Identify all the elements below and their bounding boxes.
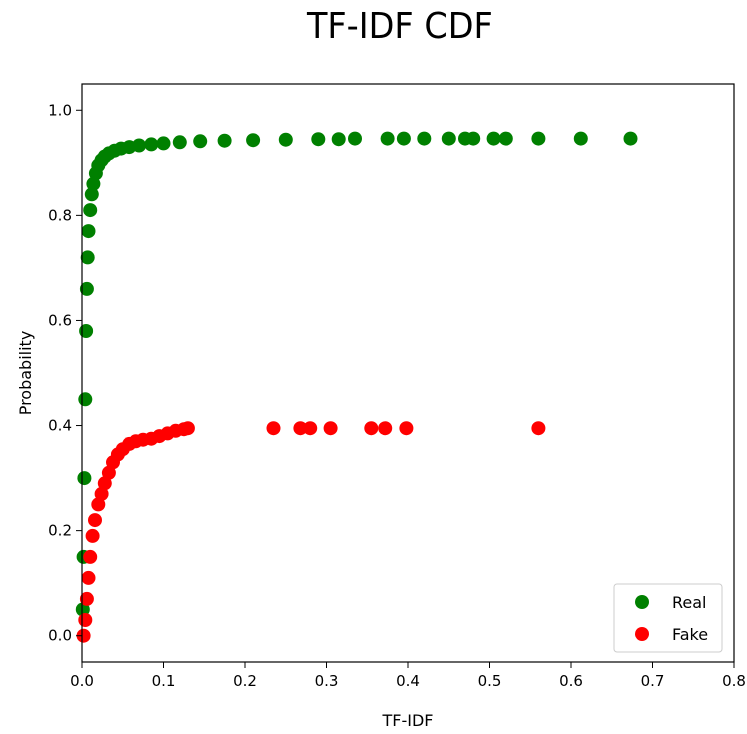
points-layer — [75, 131, 638, 643]
y-tick-label-3: 0.6 — [48, 311, 72, 329]
x-tick-label-8: 0.8 — [722, 672, 746, 690]
chart-title: TF-IDF CDF — [306, 6, 493, 47]
legend-marker-real — [635, 595, 649, 609]
point-real-31 — [396, 131, 411, 146]
x-tick-label-7: 0.7 — [641, 672, 665, 690]
point-fake-5 — [85, 528, 100, 543]
point-real-10 — [86, 176, 101, 191]
x-tick-label-6: 0.6 — [559, 672, 583, 690]
x-axis-label: TF-IDF — [382, 711, 434, 730]
point-fake-24 — [293, 421, 308, 436]
point-fake-0 — [76, 628, 91, 643]
point-real-8 — [83, 203, 98, 218]
point-fake-28 — [378, 421, 393, 436]
point-real-2 — [77, 471, 92, 486]
point-real-3 — [78, 392, 93, 407]
y-tick-label-5: 1.0 — [48, 101, 72, 119]
y-axis-label: Probability — [16, 331, 35, 416]
point-real-24 — [217, 133, 232, 148]
point-real-20 — [144, 137, 159, 152]
point-real-6 — [80, 250, 95, 265]
x-tick-label-0: 0.0 — [70, 672, 94, 690]
x-tick-label-5: 0.5 — [478, 672, 502, 690]
point-real-5 — [79, 281, 94, 296]
legend-marker-fake — [635, 627, 649, 641]
x-tick-label-2: 0.2 — [233, 672, 257, 690]
point-fake-6 — [88, 513, 102, 528]
point-fake-30 — [531, 421, 546, 436]
point-fake-7 — [91, 497, 106, 512]
point-real-40 — [623, 131, 638, 146]
y-tick-label-1: 0.2 — [48, 522, 72, 540]
point-real-23 — [193, 134, 208, 149]
point-real-27 — [311, 132, 326, 147]
point-real-22 — [172, 135, 187, 150]
legend-label-fake: Fake — [672, 625, 708, 644]
point-real-19 — [132, 138, 147, 153]
point-fake-10 — [101, 465, 116, 480]
ticks-layer: 0.0 0.1 0.2 0.3 0.4 0.5 0.6 0.7 0.8 0.0 0.2 0.4 0.6 0… — [48, 101, 746, 690]
point-fake-25 — [303, 421, 318, 436]
y-tick-label-0: 0.0 — [48, 627, 72, 645]
point-real-30 — [380, 131, 395, 146]
point-real-29 — [348, 131, 362, 146]
point-real-25 — [246, 133, 261, 148]
point-real-7 — [81, 224, 96, 239]
point-real-33 — [441, 131, 456, 146]
plot-frame — [81, 83, 735, 663]
legend: Real Fake — [613, 583, 723, 653]
point-real-9 — [84, 187, 99, 202]
point-fake-1 — [78, 613, 93, 627]
point-real-32 — [417, 131, 432, 146]
point-fake-3 — [81, 570, 96, 585]
point-real-4 — [79, 324, 94, 338]
point-real-38 — [531, 131, 546, 146]
legend-label-real: Real — [672, 593, 707, 612]
point-fake-29 — [399, 421, 414, 436]
point-fake-4 — [83, 549, 98, 564]
point-real-35 — [466, 131, 481, 146]
x-tick-label-1: 0.1 — [152, 672, 176, 690]
x-tick-label-3: 0.3 — [315, 672, 339, 690]
point-real-0 — [75, 602, 90, 617]
point-fake-23 — [266, 421, 281, 436]
point-real-36 — [486, 131, 501, 146]
point-fake-8 — [94, 486, 109, 501]
y-tick-label-4: 0.8 — [48, 206, 72, 224]
point-fake-9 — [97, 476, 112, 491]
point-real-39 — [573, 131, 588, 146]
point-fake-27 — [364, 421, 379, 436]
point-fake-26 — [323, 421, 338, 436]
point-real-21 — [156, 136, 171, 151]
x-tick-label-4: 0.4 — [396, 672, 420, 690]
point-real-26 — [278, 132, 293, 147]
y-tick-label-2: 0.4 — [48, 417, 72, 435]
point-fake-22 — [180, 421, 195, 436]
point-real-37 — [498, 131, 513, 146]
point-fake-2 — [79, 591, 94, 606]
point-real-28 — [331, 132, 346, 147]
